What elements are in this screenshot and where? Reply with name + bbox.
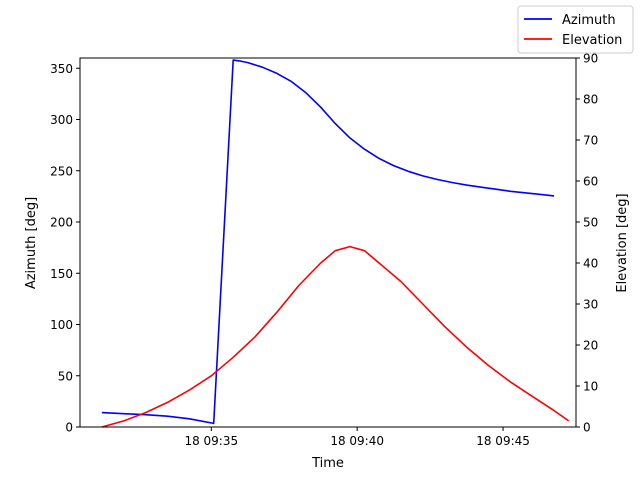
y-left-tick-label: 0 (65, 421, 73, 435)
y-left-tick-label: 300 (50, 113, 73, 127)
y-left-tick-label: 100 (50, 318, 73, 332)
y-right-tick-label: 50 (583, 216, 598, 230)
y-left-axis-label: Azimuth [deg] (24, 197, 39, 289)
y-right-tick-label: 90 (583, 52, 598, 66)
y-right-tick-label: 40 (583, 257, 598, 271)
y-right-tick-label: 0 (583, 421, 591, 435)
y-right-axis-label: Elevation [deg] (615, 193, 630, 292)
y-left-tick-label: 250 (50, 164, 73, 178)
series-line-elevation (101, 245, 570, 428)
series-line-azimuth (101, 59, 555, 425)
x-axis-label: Time (311, 456, 344, 471)
y-left-ticks: 0 50 100 150 200 250 300 350 (50, 62, 80, 435)
legend: Azimuth Elevation (517, 5, 634, 54)
legend-box (517, 5, 634, 54)
y-right-ticks: 0 10 20 30 40 50 60 70 80 90 (576, 52, 598, 435)
y-left-tick-label: 150 (50, 267, 73, 281)
x-ticks: 18 09:35 18 09:40 18 09:45 (184, 427, 530, 448)
y-right-tick-label: 60 (583, 175, 598, 189)
x-tick-label: 18 09:45 (476, 434, 530, 448)
y-left-tick-label: 200 (50, 216, 73, 230)
legend-elevation-label: Elevation (562, 33, 622, 48)
plot-frame (79, 57, 577, 428)
legend-azimuth-label: Azimuth (562, 13, 616, 28)
y-right-tick-label: 80 (583, 93, 598, 107)
series-layer (101, 59, 570, 428)
x-tick-label: 18 09:40 (330, 434, 384, 448)
y-left-tick-label: 50 (58, 369, 73, 383)
y-right-tick-label: 20 (583, 339, 598, 353)
y-right-tick-label: 30 (583, 298, 598, 312)
x-tick-label: 18 09:35 (184, 434, 238, 448)
y-right-tick-label: 10 (583, 380, 598, 394)
y-right-tick-label: 70 (583, 134, 598, 148)
y-left-tick-label: 350 (50, 62, 73, 76)
